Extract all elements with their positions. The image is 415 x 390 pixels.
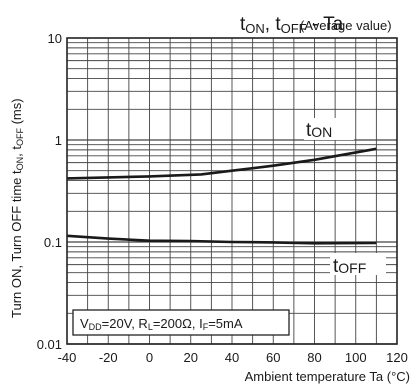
x-tick-label: 100 xyxy=(345,350,367,365)
title-off-sub: OFF xyxy=(281,21,307,36)
cond-r-val: =200Ω, I xyxy=(153,316,203,331)
x-tick-label: 40 xyxy=(225,350,239,365)
ylabel-sep: , t xyxy=(9,146,24,157)
toff-label-bg xyxy=(330,253,386,275)
y-tick-label: 0.01 xyxy=(37,337,62,352)
cond-i-val: =5mA xyxy=(208,316,243,331)
toff-label-t: t xyxy=(333,256,339,277)
cond-v: V xyxy=(80,316,89,331)
cond-v-val: =20V, R xyxy=(102,316,148,331)
ton-series-label: tON xyxy=(306,120,332,141)
y-tick-label: 0.1 xyxy=(44,235,62,250)
y-tick-label: 1 xyxy=(55,133,62,148)
ylabel-unit: (ms) xyxy=(9,98,24,128)
x-tick-label: -40 xyxy=(58,350,77,365)
x-axis-label: Ambient temperature Ta (°C) xyxy=(245,369,410,384)
condition-text: VDD=20V, RL=200Ω, IF=5mA xyxy=(80,316,243,332)
title-sep: , t xyxy=(265,14,282,35)
y-tick-label: 10 xyxy=(48,31,62,46)
x-tick-labels: -40 -20 0 20 40 60 80 100 120 xyxy=(58,350,408,365)
series-line-ton xyxy=(66,147,377,180)
toff-series-label: tOFF xyxy=(333,256,366,277)
ton-label-t: t xyxy=(306,120,312,141)
ton-label-sub: ON xyxy=(311,124,332,140)
x-tick-label: 0 xyxy=(146,350,153,365)
chart-title-note: (Average value) xyxy=(300,18,392,33)
chart-title: tON, tOFF - Ta xyxy=(240,14,344,36)
x-tick-label: 20 xyxy=(184,350,198,365)
x-tick-label: 80 xyxy=(307,350,321,365)
x-tick-label: -20 xyxy=(99,350,118,365)
cond-r-sub: L xyxy=(148,322,153,332)
title-on-sub: ON xyxy=(245,21,265,36)
series-layer xyxy=(66,147,377,245)
condition-box xyxy=(72,309,290,336)
ylabel-text: Turn ON, Turn OFF time t xyxy=(9,170,24,318)
x-tick-label: 120 xyxy=(386,350,408,365)
title-tail: - Ta xyxy=(307,14,344,35)
series-line-toff xyxy=(66,234,377,245)
ylabel-on-sub: ON xyxy=(15,157,25,171)
y-axis-label: Turn ON, Turn OFF time tON, tOFF (ms) xyxy=(9,98,25,318)
title-t: t xyxy=(240,14,246,35)
cond-i-sub: F xyxy=(203,322,209,332)
plot-frame xyxy=(66,37,398,345)
ylabel-off-sub: OFF xyxy=(15,128,25,146)
x-tick-label: 60 xyxy=(266,350,280,365)
grid xyxy=(66,38,398,345)
toff-label-sub: OFF xyxy=(338,260,366,276)
y-tick-labels: 0.01 0.1 1 10 xyxy=(37,31,62,352)
cond-v-sub: DD xyxy=(89,322,102,332)
ton-label-bg xyxy=(304,118,354,140)
